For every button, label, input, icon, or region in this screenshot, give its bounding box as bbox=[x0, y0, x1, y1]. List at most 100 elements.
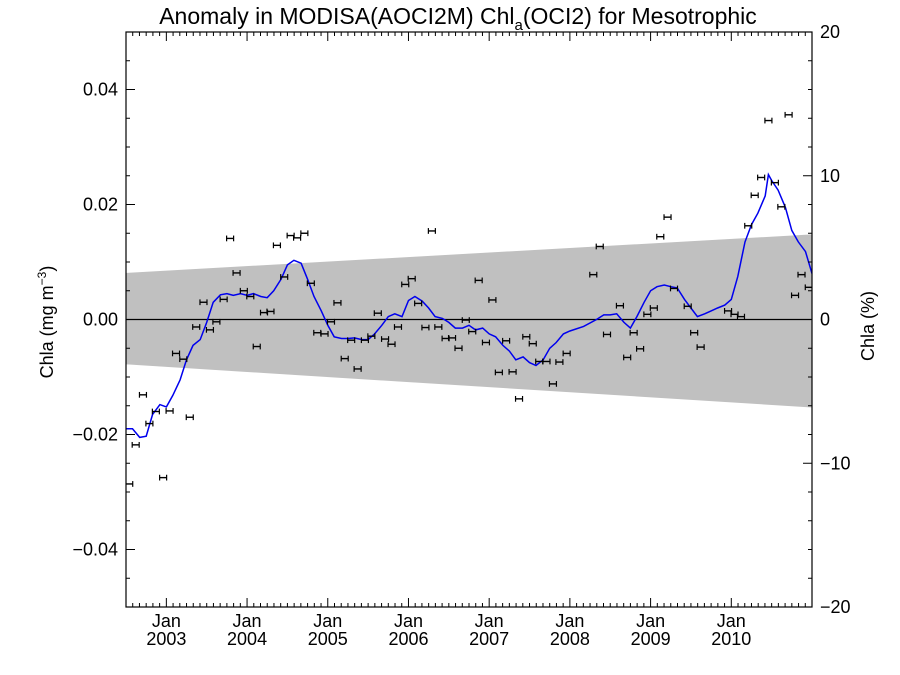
data-point bbox=[246, 293, 255, 300]
data-point bbox=[555, 359, 564, 365]
data-point bbox=[380, 336, 390, 342]
data-point bbox=[401, 281, 410, 288]
data-point bbox=[252, 343, 261, 350]
chart-title-suffix: (OCI2) for Mesotrophic bbox=[523, 3, 757, 29]
data-point bbox=[407, 275, 416, 282]
data-point bbox=[649, 305, 658, 311]
data-point bbox=[333, 299, 342, 306]
y-right-tick-label: 10 bbox=[820, 166, 840, 186]
data-point bbox=[320, 331, 329, 337]
data-point bbox=[306, 280, 315, 287]
y-axis-left-label: Chla (mg m−3) bbox=[35, 266, 57, 379]
data-point bbox=[635, 345, 645, 352]
data-point bbox=[683, 303, 692, 310]
data-point bbox=[367, 333, 376, 340]
data-point bbox=[159, 474, 168, 481]
data-point bbox=[528, 340, 537, 347]
data-point bbox=[165, 408, 174, 414]
x-tick-label-year: 2010 bbox=[711, 629, 751, 649]
data-point bbox=[804, 284, 812, 291]
data-point bbox=[421, 324, 430, 331]
data-point bbox=[790, 292, 800, 299]
data-point bbox=[232, 270, 241, 276]
data-point bbox=[393, 324, 403, 330]
data-point bbox=[272, 242, 282, 249]
data-point bbox=[434, 324, 443, 330]
data-point bbox=[373, 310, 382, 317]
data-point bbox=[548, 381, 558, 387]
y-left-tick-label: −0.04 bbox=[72, 540, 118, 560]
x-tick-label-year: 2008 bbox=[550, 629, 590, 649]
data-point bbox=[414, 300, 423, 307]
x-tick-label-month: Jan bbox=[555, 611, 584, 631]
chart-title: Anomaly in MODISA(AOCI2M) Chla(OCI2) for… bbox=[159, 3, 757, 34]
y-axis-left-label-close: ) bbox=[37, 266, 57, 272]
x-tick-label-year: 2006 bbox=[388, 629, 428, 649]
data-point bbox=[522, 333, 531, 340]
data-point bbox=[353, 366, 362, 372]
data-point bbox=[300, 230, 309, 237]
y-right-tick-label: −10 bbox=[820, 453, 851, 473]
data-point bbox=[797, 271, 806, 278]
data-point bbox=[447, 335, 457, 341]
data-point bbox=[226, 235, 235, 242]
data-point bbox=[696, 344, 705, 350]
data-point bbox=[212, 318, 221, 325]
x-tick-label-year: 2007 bbox=[469, 629, 509, 649]
data-point bbox=[690, 329, 699, 336]
data-point bbox=[784, 111, 793, 118]
data-point bbox=[770, 179, 779, 186]
x-tick-label-month: Jan bbox=[313, 611, 342, 631]
data-point bbox=[199, 299, 208, 306]
plot-area bbox=[126, 111, 812, 487]
data-point bbox=[126, 481, 134, 487]
data-point bbox=[179, 356, 188, 363]
data-point bbox=[454, 345, 463, 352]
y-right-tick-label: −20 bbox=[820, 597, 851, 617]
data-point bbox=[757, 174, 766, 181]
x-tick-label-month: Jan bbox=[717, 611, 746, 631]
chart-title-subscript: a bbox=[515, 17, 524, 34]
y-left-tick-label: −0.02 bbox=[72, 425, 118, 445]
x-tick-label-year: 2004 bbox=[227, 629, 267, 649]
x-tick-label-month: Jan bbox=[475, 611, 504, 631]
data-point bbox=[669, 285, 679, 292]
data-point bbox=[656, 233, 665, 240]
data-point bbox=[502, 337, 511, 344]
data-point bbox=[468, 328, 477, 335]
data-point bbox=[623, 354, 632, 361]
plot-content bbox=[126, 111, 812, 487]
data-point bbox=[326, 318, 336, 325]
data-point bbox=[663, 214, 672, 221]
x-tick-label-month: Jan bbox=[152, 611, 181, 631]
data-point bbox=[171, 350, 181, 357]
data-point bbox=[777, 203, 786, 210]
axes: 0.040.020.00−0.02−0.0420100−10−20Jan2003… bbox=[72, 22, 850, 649]
y-right-tick-label: 20 bbox=[820, 22, 840, 42]
data-point bbox=[542, 358, 551, 365]
data-point bbox=[494, 369, 503, 376]
data-point bbox=[514, 395, 524, 402]
data-point bbox=[387, 341, 396, 348]
data-point bbox=[764, 117, 773, 124]
data-point bbox=[266, 308, 275, 315]
data-point bbox=[131, 441, 140, 448]
data-point bbox=[427, 228, 436, 234]
data-point bbox=[347, 337, 356, 344]
data-point bbox=[643, 311, 652, 318]
data-point bbox=[205, 326, 215, 333]
data-point bbox=[595, 243, 604, 250]
y-left-tick-label: 0.04 bbox=[83, 80, 118, 100]
data-point bbox=[615, 302, 625, 309]
data-point bbox=[145, 420, 154, 427]
x-tick-label-year: 2003 bbox=[146, 629, 186, 649]
data-point bbox=[736, 313, 746, 320]
y-axis-left-label-superscript: −3 bbox=[35, 271, 49, 285]
data-point bbox=[508, 368, 517, 375]
y-axis-right-label: Chla (%) bbox=[858, 291, 878, 361]
data-point bbox=[488, 297, 497, 303]
x-tick-label-year: 2009 bbox=[631, 629, 671, 649]
data-point bbox=[474, 277, 483, 284]
data-point bbox=[744, 222, 753, 229]
